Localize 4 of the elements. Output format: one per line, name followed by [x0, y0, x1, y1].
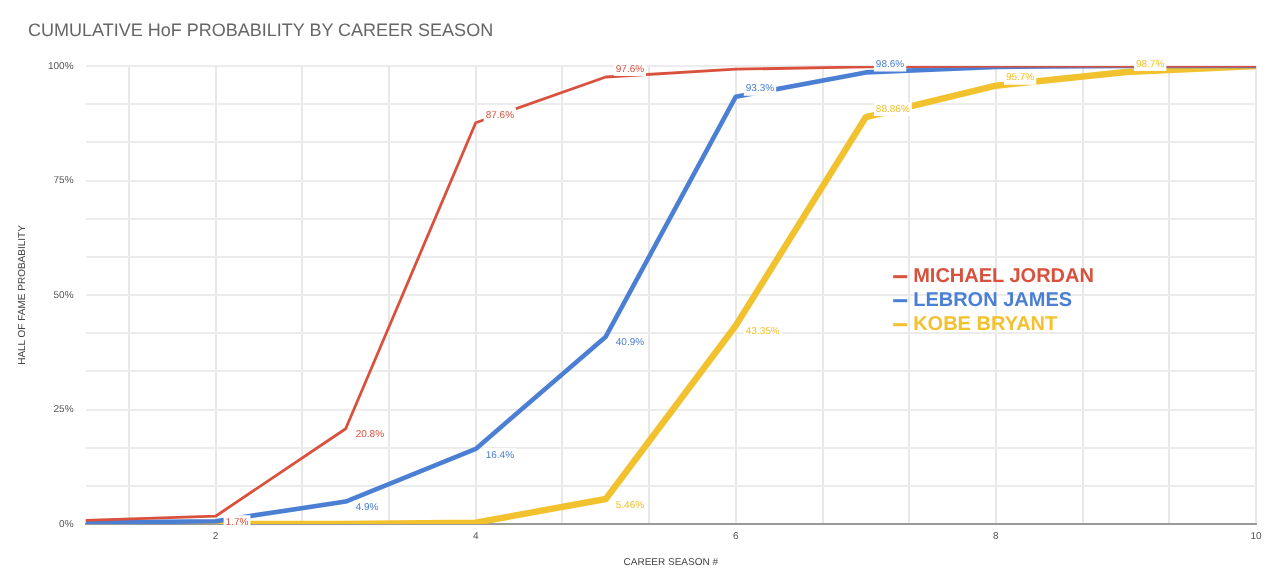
chart-title: CUMULATIVE HoF PROBABILITY BY CAREER SEASON	[28, 20, 494, 40]
legend-label: LEBRON JAMES	[913, 290, 1073, 313]
legend-label: MICHAEL JORDAN	[913, 266, 1094, 289]
legend-label: KOBE BRYANT	[913, 314, 1058, 337]
